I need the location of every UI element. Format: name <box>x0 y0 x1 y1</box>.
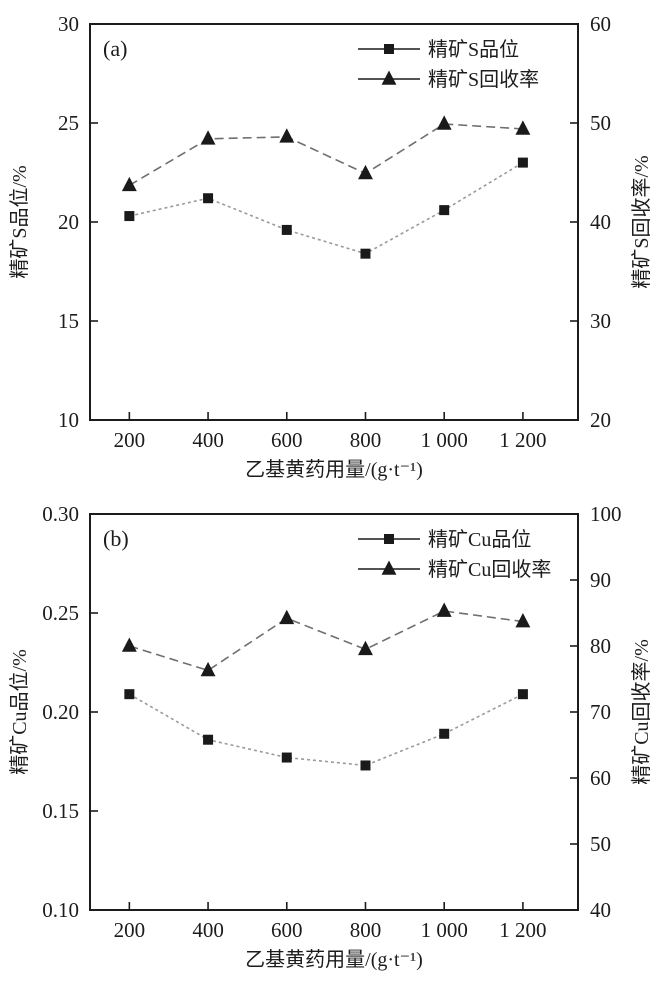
y-left-tick-label: 0.20 <box>42 700 79 724</box>
square-marker <box>203 193 214 204</box>
square-marker <box>360 760 371 771</box>
y-left-tick-label: 10 <box>58 408 79 432</box>
series-grade <box>124 157 528 259</box>
chart-panel-a: 10 15 20 25 30 20 30 40 50 60 200 400 600 800 1 000 1 2… <box>8 12 653 481</box>
x-tick-label: 200 <box>114 918 146 942</box>
chart-panel-b: 0.10 0.15 0.20 0.25 0.30 40 50 60 70 80 90 100 200 40… <box>8 502 653 971</box>
x-tick-label: 400 <box>192 918 224 942</box>
x-axis: 200 400 600 800 1 000 1 200 <box>114 902 547 942</box>
square-marker <box>281 752 292 763</box>
x-tick-label: 1 200 <box>499 918 546 942</box>
y-axis-right: 40 50 60 70 80 90 100 <box>570 502 622 922</box>
triangle-marker <box>279 128 295 143</box>
y-right-tick-label: 30 <box>590 309 611 333</box>
series-recovery <box>121 602 531 677</box>
y-right-tick-label: 50 <box>590 111 611 135</box>
series-line <box>128 123 523 187</box>
square-marker <box>203 734 214 745</box>
panel-label: (b) <box>103 526 129 551</box>
triangle-marker <box>279 609 295 625</box>
y-left-tick-label: 30 <box>58 12 79 36</box>
y-left-tick-label: 0.30 <box>42 502 79 526</box>
legend-square-marker <box>384 44 394 54</box>
y-left-tick-label: 0.15 <box>42 799 79 823</box>
legend-label: 精矿S回收率 <box>428 68 539 91</box>
y-left-tick-label: 0.10 <box>42 898 79 922</box>
triangle-marker <box>515 613 531 628</box>
series-recovery <box>121 115 531 192</box>
y-right-tick-label: 20 <box>590 408 611 432</box>
x-tick-label: 1 000 <box>421 428 468 452</box>
y-right-tick-label: 60 <box>590 766 611 790</box>
x-tick-label: 600 <box>271 918 303 942</box>
y-right-tick-label: 40 <box>590 210 611 234</box>
y-left-tick-label: 25 <box>58 111 79 135</box>
legend-triangle-marker <box>381 70 397 85</box>
series-line <box>129 161 524 255</box>
y-right-tick-label: 80 <box>590 634 611 658</box>
square-marker <box>124 211 135 222</box>
triangle-marker <box>121 637 137 652</box>
square-marker <box>517 157 528 168</box>
x-tick-label: 200 <box>114 428 146 452</box>
y-left-tick-label: 0.25 <box>42 601 79 625</box>
y-right-tick-label: 60 <box>590 12 611 36</box>
legend-square-marker <box>384 534 394 544</box>
x-tick-label: 800 <box>350 428 382 452</box>
y-left-tick-label: 15 <box>58 309 79 333</box>
legend-label: 精矿S品位 <box>428 38 519 61</box>
y-right-tick-label: 100 <box>590 502 622 526</box>
triangle-marker <box>358 164 373 180</box>
x-axis-title: 乙基黄药用量/(g·t⁻¹) <box>245 458 423 481</box>
legend-label: 精矿Cu回收率 <box>428 558 551 581</box>
triangle-marker <box>515 120 531 135</box>
panel-label: (a) <box>103 36 127 61</box>
y-axis-left: 0.10 0.15 0.20 0.25 0.30 <box>42 502 98 922</box>
series-grade <box>124 689 528 771</box>
y-right-tick-label: 40 <box>590 898 611 922</box>
series-line <box>129 610 524 672</box>
square-marker <box>517 689 528 700</box>
y-axis-left: 10 15 20 25 30 <box>58 12 98 432</box>
y-left-axis-title: 精矿Cu品位/% <box>8 649 31 775</box>
x-tick-label: 1 200 <box>499 428 546 452</box>
legend-triangle-marker <box>381 560 397 575</box>
triangle-marker <box>358 640 373 656</box>
square-marker <box>281 224 292 235</box>
triangle-marker <box>200 661 216 677</box>
square-marker <box>439 728 450 739</box>
legend-label: 精矿Cu品位 <box>428 528 531 551</box>
x-tick-label: 800 <box>350 918 382 942</box>
y-right-tick-label: 50 <box>590 832 611 856</box>
x-tick-label: 1 000 <box>421 918 468 942</box>
triangle-marker <box>200 130 216 145</box>
x-axis: 200 400 600 800 1 000 1 200 <box>114 412 547 452</box>
square-marker <box>439 205 450 216</box>
triangle-marker <box>436 602 452 617</box>
x-tick-label: 600 <box>271 428 303 452</box>
x-axis-title: 乙基黄药用量/(g·t⁻¹) <box>245 948 423 971</box>
y-axis-right: 20 30 40 50 60 <box>570 12 611 432</box>
square-marker <box>124 689 135 700</box>
y-right-tick-label: 90 <box>590 568 611 592</box>
y-right-tick-label: 70 <box>590 700 611 724</box>
triangle-marker <box>121 176 137 192</box>
square-marker <box>360 248 371 259</box>
series-line <box>128 693 524 767</box>
triangle-marker <box>436 115 452 130</box>
x-tick-label: 400 <box>192 428 224 452</box>
y-left-tick-label: 20 <box>58 210 79 234</box>
y-right-axis-title: 精矿Cu回收率/% <box>630 639 653 785</box>
y-left-axis-title: 精矿S品位/% <box>8 165 31 278</box>
y-right-axis-title: 精矿S回收率/% <box>630 155 653 288</box>
